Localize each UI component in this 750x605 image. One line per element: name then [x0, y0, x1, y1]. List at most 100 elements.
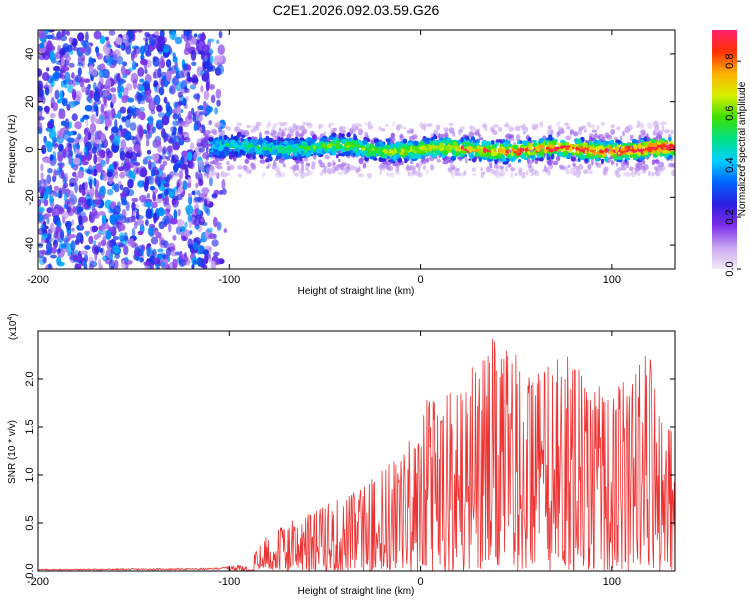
spectrogram-cell [244, 159, 250, 164]
spectrogram-cell [620, 143, 625, 147]
spectrogram-cell [58, 187, 63, 193]
spectrogram-cell [193, 151, 199, 162]
spectrogram-cell [610, 128, 616, 135]
spectrogram-cell [651, 142, 658, 149]
spectrogram-cell [188, 220, 193, 229]
spectrogram-cell [335, 140, 340, 145]
spectrogram-cell [133, 249, 142, 256]
spectrogram-cell [109, 214, 116, 224]
spectrogram-cell [176, 219, 184, 227]
spectrogram-cell [579, 146, 584, 150]
spectrogram-cell [187, 193, 192, 198]
spectrogram-cell [263, 146, 267, 151]
spectrogram-cell [615, 146, 619, 153]
spectrogram-cell [182, 97, 187, 106]
spectrogram-cell [121, 198, 128, 206]
spectrogram-cell [501, 155, 505, 159]
spectrogram-cell [38, 68, 43, 78]
spectrogram-cell [201, 44, 210, 54]
spectrogram-cell [148, 133, 152, 139]
spectrogram-cell [331, 150, 337, 156]
spectrogram-cell [105, 40, 111, 48]
spectrogram-cell [619, 155, 623, 159]
spectrogram-cell [420, 145, 426, 150]
spectrogram-cell [136, 108, 142, 119]
spectrogram-cell [338, 152, 342, 157]
spectrogram-cell [609, 145, 612, 151]
spectrogram-cell [565, 141, 570, 147]
spectrogram-cell [409, 160, 414, 164]
spectrogram-cell [573, 165, 579, 170]
spectrogram-cell [571, 130, 575, 135]
spectrogram-cell [91, 208, 98, 217]
spectrogram-cell [528, 151, 535, 157]
spectrogram-cell [426, 157, 430, 163]
spectrogram-cell [98, 69, 105, 78]
spectrogram-cell [115, 36, 123, 45]
spectrogram-cell [128, 67, 134, 72]
spectrogram-cell [136, 219, 144, 226]
spectrogram-cell [157, 178, 162, 188]
spectrogram-cell [113, 49, 121, 61]
spectrogram-cell [341, 163, 347, 167]
spectrogram-cell [616, 126, 621, 131]
spectrogram-cell [111, 93, 117, 104]
spectrogram-cell [119, 106, 127, 114]
spectrogram-cell [388, 149, 394, 154]
spectrogram-cell [119, 171, 126, 179]
spectrogram-cell [251, 147, 255, 152]
spectrogram-cell [284, 137, 290, 142]
spectrogram-cell [304, 122, 310, 126]
spectrogram-cell [610, 124, 615, 129]
spectrogram-cell [391, 132, 396, 139]
spectrogram-cell [163, 132, 169, 142]
spectrogram-cell [248, 168, 252, 173]
spectrogram-cell [630, 136, 633, 142]
spectrogram-cell [285, 147, 289, 152]
spectrogram-cell [77, 32, 85, 42]
spectrogram-cell [43, 199, 49, 207]
spectrogram-cell [472, 144, 476, 149]
spectrogram-cell [195, 182, 199, 189]
spectrogram-cell [271, 126, 276, 132]
spectrogram-cell [143, 82, 150, 91]
spectrogram-cell [389, 143, 395, 147]
spectrogram-cell [158, 207, 166, 217]
spectrogram-cell [90, 134, 98, 144]
spectrogram-cell [77, 55, 82, 65]
spectrogram-cell [491, 140, 495, 145]
spectrogram-cell [362, 150, 369, 154]
spectrogram-cell [39, 42, 45, 49]
spectrogram-cell [219, 135, 223, 141]
spectrogram-cell [452, 141, 458, 147]
spectrogram-cell [131, 227, 136, 238]
spectrogram-cell [204, 254, 209, 265]
spectrogram-cell [599, 145, 604, 150]
spectrogram-cell [288, 139, 295, 145]
spectrogram-cell [144, 31, 150, 37]
spectrogram-cell [196, 92, 200, 103]
spectrogram-cell [554, 147, 558, 152]
spectrogram-cell [528, 137, 532, 142]
spectrogram-cell [505, 149, 509, 154]
spectrogram-cell [321, 168, 327, 174]
spectrogram-cell [210, 94, 216, 104]
spectrogram-cell [326, 168, 332, 174]
spectrogram-cell [49, 154, 54, 162]
spectrogram-cell [69, 182, 75, 187]
spectrogram-cell [150, 236, 159, 245]
spectrogram-cell [446, 138, 451, 143]
spectrogram-cell [213, 149, 217, 152]
spectrogram-cell [145, 208, 153, 219]
spectrogram-cell [38, 88, 44, 99]
spectrogram-cell [472, 173, 477, 177]
spectrogram-cell [61, 30, 65, 38]
spectrogram-cell [169, 171, 174, 179]
spectrogram-cell [38, 198, 42, 208]
spectrogram-cell [288, 144, 291, 150]
spectrogram-cell [50, 102, 54, 109]
spectrogram-cell [200, 85, 204, 93]
spectrogram-cell [61, 169, 65, 180]
spectrogram-cell [125, 201, 130, 212]
